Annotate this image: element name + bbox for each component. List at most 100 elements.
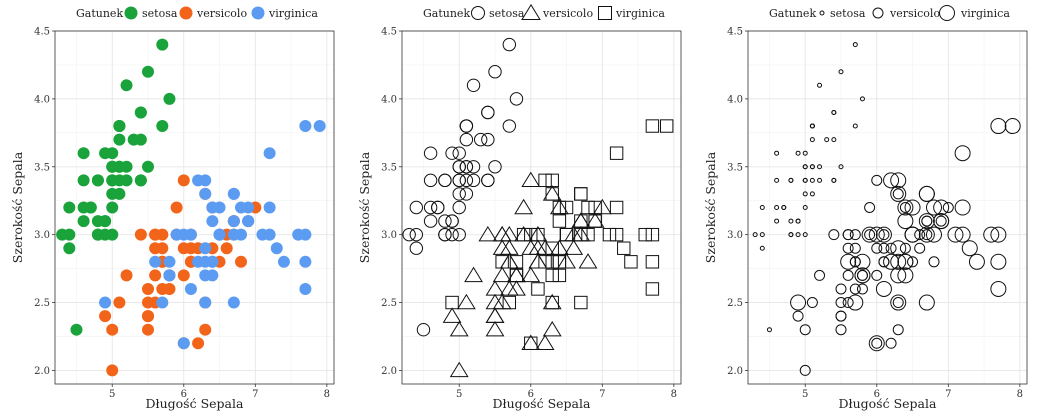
data-point-setosa xyxy=(63,201,76,214)
data-point-setosa xyxy=(113,133,126,146)
x-tick-label: 5 xyxy=(802,389,808,400)
data-point-versicolor xyxy=(163,282,176,295)
data-point-virginica xyxy=(538,255,552,269)
data-point-versicolor xyxy=(177,174,190,187)
data-point-setosa xyxy=(859,96,865,102)
data-point-setosa xyxy=(481,132,495,147)
data-point-versicolor xyxy=(849,256,861,268)
data-point-versicolor xyxy=(592,198,612,215)
data-point-setosa xyxy=(802,177,808,183)
data-point-versicolor xyxy=(156,228,169,241)
data-point-virginica xyxy=(897,213,914,230)
data-point-virginica xyxy=(509,255,524,269)
data-point-setosa xyxy=(817,82,823,88)
data-point-virginica xyxy=(659,119,674,133)
data-point-versicolor xyxy=(842,297,854,309)
panel-frame xyxy=(747,30,1028,385)
data-point-setosa xyxy=(156,120,169,133)
data-point-virginica xyxy=(163,255,176,268)
data-point-setosa xyxy=(466,160,481,174)
data-point-versicolor xyxy=(177,269,190,282)
data-point-virginica xyxy=(990,253,1007,270)
y-tick-label: 2.0 xyxy=(381,366,397,377)
data-point-setosa xyxy=(802,205,808,210)
y-tick-label: 4.5 xyxy=(34,27,50,38)
data-point-setosa xyxy=(852,42,858,48)
y-tick-label: 4.0 xyxy=(727,94,743,105)
data-point-setosa xyxy=(466,78,481,93)
data-point-setosa xyxy=(488,160,502,174)
data-point-virginica xyxy=(918,226,935,243)
data-point-setosa xyxy=(452,160,466,174)
legend: Gatunek setosa versicolo virginica xyxy=(76,6,318,20)
data-point-setosa xyxy=(452,173,466,188)
data-point-virginica xyxy=(552,200,567,215)
data-point-versicolor xyxy=(528,253,548,269)
data-point-setosa xyxy=(91,228,104,241)
data-point-versicolor xyxy=(199,323,212,336)
data-point-versicolor xyxy=(871,269,883,281)
data-point-virginica xyxy=(645,119,660,133)
data-point-virginica xyxy=(947,226,964,243)
data-point-setosa xyxy=(502,119,517,133)
data-point-versicolor xyxy=(521,266,541,283)
data-point-virginica xyxy=(954,199,971,216)
data-points xyxy=(56,38,326,377)
data-point-virginica xyxy=(790,294,807,311)
data-point-virginica xyxy=(1004,118,1021,135)
data-point-versicolor xyxy=(942,202,954,213)
data-point-virginica xyxy=(235,201,247,214)
data-point-virginica xyxy=(883,253,900,270)
y-tick-label: 3.5 xyxy=(34,162,50,173)
data-point-setosa xyxy=(77,215,90,228)
y-axis-label: Szerokość Sepala xyxy=(10,151,25,263)
data-point-setosa xyxy=(481,105,495,120)
data-point-versicolor xyxy=(835,324,847,336)
data-point-setosa xyxy=(831,177,837,183)
data-point-setosa xyxy=(409,200,424,215)
data-point-virginica xyxy=(559,200,574,215)
data-point-virginica xyxy=(199,242,212,255)
data-point-versicolor xyxy=(142,310,154,323)
data-point-versicolor xyxy=(485,307,505,323)
data-point-setosa xyxy=(142,160,154,173)
data-point-versicolor xyxy=(878,242,890,254)
data-point-virginica xyxy=(299,282,312,295)
data-point-virginica xyxy=(163,269,176,282)
data-point-versicolor xyxy=(835,310,847,322)
data-point-virginica xyxy=(602,227,617,242)
data-point-setosa xyxy=(438,173,452,188)
data-point-virginica xyxy=(227,296,240,309)
x-tick-label: 8 xyxy=(671,389,677,400)
data-point-setosa xyxy=(134,174,147,187)
data-point-setosa xyxy=(831,137,837,143)
data-point-versicolor xyxy=(871,174,883,186)
data-point-setosa xyxy=(809,137,815,143)
data-point-versicolor xyxy=(835,297,847,309)
legend-title: Gatunek xyxy=(76,7,123,20)
legend-marker-versicolor xyxy=(872,7,884,19)
data-point-setosa xyxy=(759,232,765,238)
data-point-virginica xyxy=(313,120,326,133)
data-point-setosa xyxy=(781,205,787,210)
data-point-setosa xyxy=(99,215,112,228)
data-point-setosa xyxy=(774,205,780,210)
legend-marker-setosa xyxy=(819,10,825,16)
x-tick-label: 8 xyxy=(1017,389,1023,400)
axes: 5 6 7 8 2.0 2.5 3.0 3.5 4.0 4.5 xyxy=(381,27,677,401)
data-point-virginica xyxy=(545,268,559,283)
data-point-versicolor xyxy=(564,239,584,255)
data-point-versicolor xyxy=(914,242,926,254)
data-point-versicolor xyxy=(456,293,476,310)
data-point-virginica xyxy=(854,267,871,284)
y-axis-label: Szerokość Sepala xyxy=(703,151,718,263)
data-point-versicolor xyxy=(220,242,233,255)
data-point-virginica xyxy=(263,201,276,214)
data-point-versicolor xyxy=(478,225,498,242)
data-point-versicolor xyxy=(885,242,897,254)
data-point-setosa xyxy=(795,150,801,156)
y-tick-label: 2.5 xyxy=(34,298,50,309)
data-point-setosa xyxy=(809,177,815,183)
data-point-versicolor xyxy=(578,253,598,269)
data-point-versicolor xyxy=(492,266,512,283)
